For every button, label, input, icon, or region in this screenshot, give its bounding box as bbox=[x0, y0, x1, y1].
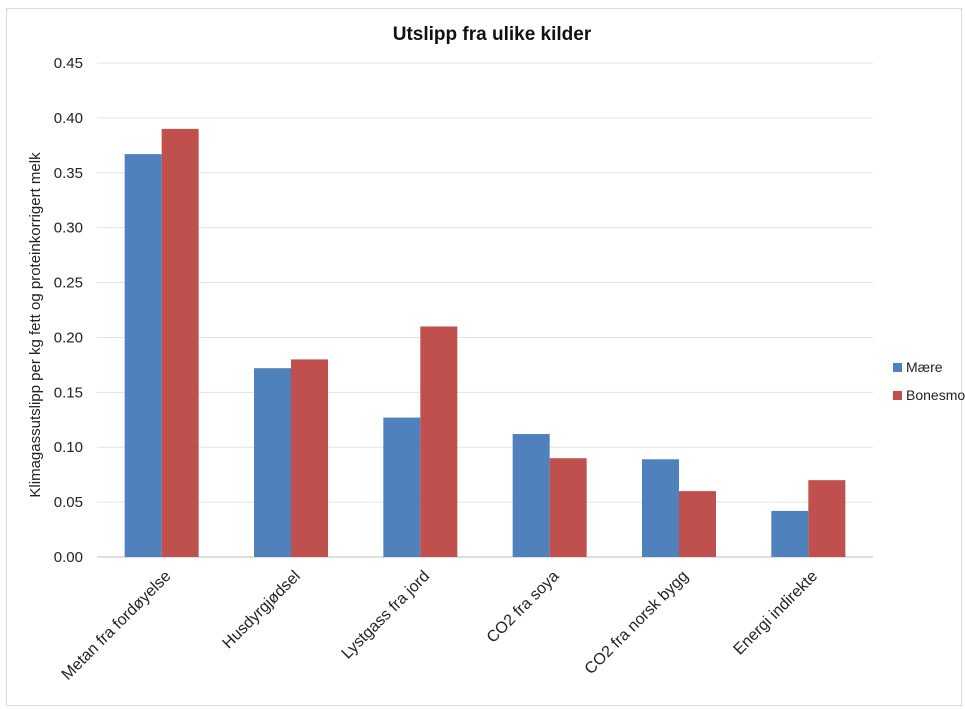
legend: Mære Bonesmo bbox=[893, 359, 965, 403]
y-tick-label: 0.45 bbox=[54, 55, 83, 72]
y-tick-label: 0.05 bbox=[54, 494, 83, 511]
bar-bonesmo bbox=[291, 359, 328, 557]
legend-label: Mære bbox=[906, 359, 943, 375]
x-tick-label: Lystgass fra jord bbox=[339, 568, 434, 663]
y-tick-label: 0.10 bbox=[54, 439, 83, 456]
y-axis-label: Klimagassutslipp per kg fett og proteink… bbox=[27, 152, 44, 498]
x-tick-label: Metan fra fordøyelse bbox=[59, 568, 175, 684]
bar-maere bbox=[254, 368, 291, 557]
x-axis-labels: Metan fra fordøyelse Husdyrgjødsel Lystgas… bbox=[59, 568, 822, 684]
x-tick-label: Energi indirekte bbox=[731, 568, 822, 659]
y-tick-label: 0.40 bbox=[54, 110, 83, 127]
bar-maere bbox=[124, 154, 162, 558]
bar-maere bbox=[642, 459, 679, 557]
bar-maere bbox=[383, 417, 421, 557]
y-tick-label: 0.30 bbox=[54, 220, 83, 237]
x-tick-label: CO2 fra soya bbox=[484, 568, 563, 647]
x-tick-label: CO2 fra norsk bygg bbox=[582, 568, 692, 678]
bar-bonesmo bbox=[420, 326, 458, 557]
bars bbox=[124, 128, 846, 558]
bar-maere bbox=[512, 434, 550, 557]
legend-swatch bbox=[893, 363, 902, 372]
y-tick-label: 0.00 bbox=[54, 549, 83, 566]
x-tick-label: Husdyrgjødsel bbox=[219, 568, 303, 652]
bar-maere bbox=[771, 510, 809, 557]
y-axis-ticks: 0.00 0.05 0.10 0.15 0.20 0.25 0.30 0.35 0.40 0.45 bbox=[54, 55, 83, 566]
legend-label: Bonesmo bbox=[906, 387, 965, 403]
y-tick-label: 0.35 bbox=[54, 165, 83, 182]
bar-bonesmo bbox=[161, 128, 199, 557]
legend-swatch bbox=[893, 391, 902, 400]
y-tick-label: 0.15 bbox=[54, 384, 83, 401]
gridlines bbox=[97, 62, 873, 558]
chart-title: Utslipp fra ulike kilder bbox=[393, 24, 592, 45]
bar-bonesmo bbox=[679, 491, 716, 557]
y-tick-label: 0.20 bbox=[54, 329, 83, 346]
bar-bonesmo bbox=[549, 458, 587, 557]
y-tick-label: 0.25 bbox=[54, 275, 83, 292]
bar-bonesmo bbox=[808, 480, 846, 557]
